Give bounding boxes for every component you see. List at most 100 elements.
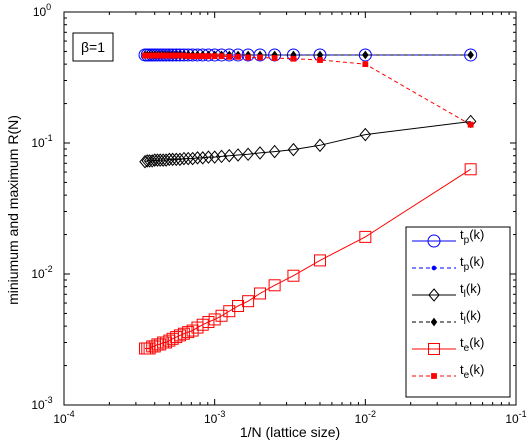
data-point: [226, 53, 233, 60]
legend-label: tl(k): [460, 281, 481, 300]
series-tl_min: [139, 114, 477, 169]
data-point: [182, 151, 194, 166]
data-point: [166, 332, 179, 345]
series-te_max: [142, 52, 474, 128]
data-point: [268, 144, 281, 159]
data-point: [143, 154, 156, 168]
legend-entry: tl(k): [412, 308, 481, 327]
data-point: [182, 326, 195, 339]
legend-marker: [431, 373, 437, 379]
data-point: [464, 48, 478, 62]
data-point: [223, 305, 236, 318]
data-point: [467, 121, 474, 128]
legend-entry: tp(k): [412, 227, 484, 248]
data-point: [257, 54, 263, 61]
data-point: [464, 163, 477, 176]
legend-label: tl(k): [460, 308, 481, 327]
data-point: [215, 149, 228, 164]
axis-ticks: [63, 11, 517, 406]
x-tick-label: 10-1: [505, 409, 526, 426]
data-point: [178, 151, 190, 166]
data-point: [151, 153, 164, 167]
data-point: [242, 147, 254, 162]
legend-label: tp(k): [460, 227, 484, 246]
annotation-box: [72, 32, 114, 62]
data-point: [208, 313, 221, 326]
series-layer: [138, 48, 478, 355]
y-tick-label: 10-2: [31, 264, 52, 281]
legend-marker: [430, 317, 438, 327]
legend-box: [405, 226, 511, 398]
data-point: [154, 153, 166, 167]
data-point: [268, 279, 281, 292]
legend-marker: [431, 265, 437, 271]
y-tick-label: 10-1: [31, 133, 52, 150]
legend-marker: [427, 234, 441, 248]
x-tick-label: 10-4: [53, 409, 74, 426]
data-point: [223, 148, 236, 163]
legend-entry: te(k): [412, 362, 484, 381]
data-point: [242, 295, 255, 308]
data-point: [199, 53, 206, 60]
data-point: [194, 53, 201, 60]
data-point: [241, 48, 255, 62]
data-point: [271, 55, 278, 61]
series-line: [145, 168, 471, 349]
data-point: [254, 287, 267, 300]
data-point: [362, 61, 369, 68]
legend-label: tp(k): [460, 254, 484, 273]
data-point: [141, 154, 154, 168]
data-point: [139, 342, 152, 355]
data-point: [186, 324, 199, 337]
annotation-text: β=1: [81, 39, 105, 55]
x-tick-label: 10-3: [204, 409, 225, 426]
data-point: [362, 50, 369, 60]
data-point: [191, 151, 204, 165]
data-point: [287, 142, 300, 157]
data-point: [467, 50, 474, 60]
x-axis-label: 1/N (lattice size): [240, 424, 340, 440]
data-point: [290, 55, 297, 62]
data-point: [146, 154, 158, 168]
data-point: [142, 52, 148, 59]
beta-annotation: β=1: [72, 32, 114, 62]
data-point: [186, 151, 199, 166]
data-point: [160, 153, 172, 167]
data-point: [163, 334, 176, 347]
legend-entry: tl(k): [412, 281, 481, 302]
data-point: [359, 127, 372, 142]
data-point: [245, 54, 252, 61]
data-point: [191, 321, 204, 334]
data-point: [139, 154, 151, 169]
y-tick-label: 10-3: [31, 395, 52, 412]
data-point: [148, 153, 161, 167]
data-point: [157, 153, 169, 167]
legend-entry: te(k): [412, 335, 484, 355]
data-point: [313, 254, 326, 267]
y-axis-label: miniumum and maximum R(N): [5, 115, 21, 305]
x-tick-label: 10-2: [355, 409, 376, 426]
y-tick-label: 100: [33, 2, 51, 19]
data-point: [287, 269, 300, 282]
legend-entry: tp(k): [412, 254, 484, 273]
legend-label: te(k): [460, 362, 484, 381]
series-te_min: [139, 163, 477, 355]
legend: tp(k) tp(k) tl(k) tl(k) te(k) te(k): [405, 226, 511, 398]
data-point: [211, 53, 218, 60]
data-point: [215, 309, 228, 322]
data-point: [205, 53, 212, 60]
data-point: [254, 146, 266, 160]
legend-marker: [428, 288, 440, 302]
data-point: [314, 138, 326, 153]
data-point: [317, 57, 323, 63]
data-point: [196, 151, 209, 165]
data-point: [232, 148, 244, 162]
data-point: [146, 340, 159, 353]
data-point: [235, 53, 241, 60]
legend-label: te(k): [460, 335, 484, 354]
legend-marker: [428, 343, 440, 355]
data-point: [218, 53, 225, 60]
data-point: [359, 230, 372, 243]
